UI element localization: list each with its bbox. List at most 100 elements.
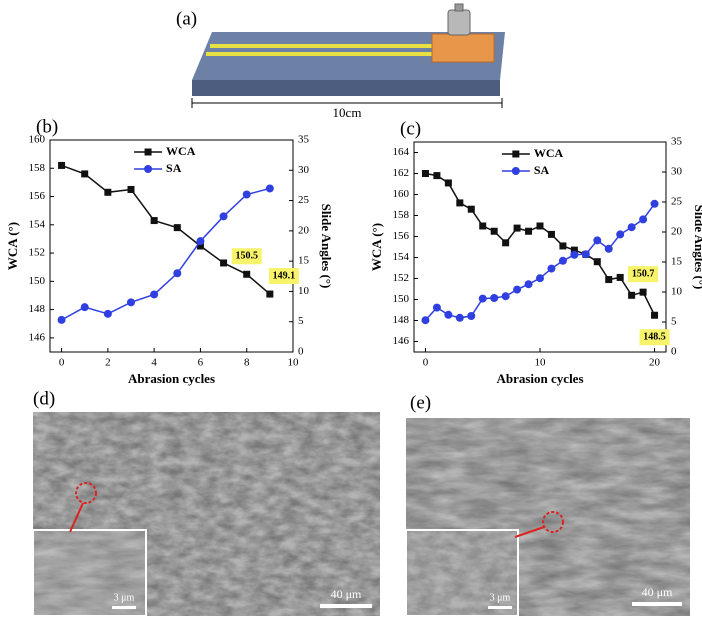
- value-label-box: [268, 268, 299, 285]
- zoom-circle: [75, 482, 97, 504]
- legend-marker: [511, 167, 520, 175]
- zoom-circle: [542, 511, 564, 533]
- y2-tick-label: 20: [671, 226, 683, 238]
- marker: [490, 294, 499, 302]
- marker: [547, 230, 555, 238]
- y2-tick-label: 10: [298, 285, 310, 297]
- marker: [650, 199, 659, 208]
- y2-tick-label: 35: [671, 136, 683, 148]
- x-tick-label: 10: [535, 357, 547, 369]
- marker: [524, 280, 533, 289]
- legend-marker: [144, 148, 152, 156]
- x-axis-label: Abrasion cycles: [128, 371, 215, 386]
- marker: [265, 184, 274, 193]
- legend-label: SA: [534, 163, 550, 177]
- y-tick-label: 150: [393, 293, 410, 305]
- marker: [173, 224, 181, 232]
- marker: [651, 311, 659, 319]
- legend-marker: [512, 150, 520, 158]
- panel-label: (b): [36, 116, 58, 137]
- marker: [467, 312, 476, 320]
- y-tick-label: 156: [29, 190, 46, 202]
- marker: [220, 259, 228, 267]
- panel-label: (d): [33, 388, 55, 409]
- marker: [479, 222, 487, 230]
- x-tick-label: 10: [288, 357, 300, 369]
- x-tick-label: 2: [105, 357, 111, 369]
- y2-tick-label: 0: [671, 346, 677, 358]
- marker: [628, 291, 636, 299]
- marker: [127, 185, 135, 193]
- marker: [173, 269, 182, 278]
- value-label-box: [639, 329, 670, 346]
- series-line: [61, 164, 271, 295]
- marker: [502, 239, 510, 247]
- x-tick-label: 0: [423, 357, 429, 369]
- series-line: [425, 172, 656, 316]
- marker: [80, 303, 89, 312]
- zoom-arrow: [69, 502, 84, 533]
- y-tick-label: 160: [29, 134, 46, 146]
- value-label: 148.5: [643, 332, 666, 343]
- y2-tick-label: 5: [671, 316, 677, 328]
- y-axis-label: WCA (°): [369, 223, 384, 271]
- sem-inset-texture: [34, 531, 145, 615]
- marker: [536, 274, 544, 283]
- marker: [196, 237, 205, 246]
- marker: [103, 309, 112, 318]
- y-tick-label: 152: [29, 247, 46, 259]
- scale-bar: [488, 606, 512, 609]
- marker: [150, 290, 159, 299]
- series-line: [424, 203, 656, 321]
- marker: [581, 250, 590, 259]
- y2-tick-label: 30: [298, 164, 310, 176]
- marker: [150, 217, 158, 225]
- x-tick-label: 6: [198, 357, 204, 369]
- legend-label: SA: [166, 161, 182, 175]
- dimension-label: 10cm: [333, 105, 362, 120]
- y-tick-label: 156: [393, 230, 410, 242]
- scale-bar: [320, 604, 372, 608]
- marker: [570, 250, 579, 259]
- y2-tick-label: 5: [298, 315, 304, 327]
- scale-label: 40 μm: [331, 587, 362, 601]
- marker: [266, 290, 274, 298]
- marker: [444, 310, 453, 319]
- marker: [421, 170, 429, 177]
- x-tick-label: 8: [244, 357, 250, 369]
- x-tick-label: 4: [151, 357, 157, 369]
- y2-axis-label: Slide Angles (°): [692, 205, 702, 290]
- marker: [627, 223, 636, 232]
- marker: [593, 236, 602, 245]
- y-tick-label: 154: [393, 251, 410, 263]
- y-axis-label: WCA (°): [5, 222, 20, 270]
- track: [210, 44, 438, 48]
- marker: [243, 270, 251, 278]
- marker: [558, 256, 567, 265]
- marker: [196, 242, 204, 250]
- marker: [57, 315, 66, 324]
- y2-tick-label: 35: [298, 134, 310, 146]
- marker: [104, 188, 112, 196]
- series-line: [61, 187, 271, 321]
- y2-tick-label: 15: [671, 256, 683, 268]
- marker: [547, 264, 556, 273]
- marker: [433, 172, 441, 180]
- y2-tick-label: 10: [671, 286, 683, 298]
- marker: [605, 276, 613, 284]
- marker: [58, 161, 66, 169]
- marker: [456, 199, 464, 207]
- marker: [536, 222, 544, 230]
- scale-bar: [112, 606, 136, 609]
- panel-label: (a): [176, 8, 197, 29]
- value-label-box: [231, 248, 262, 265]
- panel-label: (c): [400, 118, 421, 139]
- marker: [616, 273, 624, 281]
- marker: [639, 215, 648, 224]
- scale-label: 3 μm: [490, 592, 511, 603]
- sandpaper-block: [431, 33, 495, 63]
- marker: [570, 246, 578, 254]
- slab-side: [192, 80, 500, 96]
- marker: [81, 170, 89, 178]
